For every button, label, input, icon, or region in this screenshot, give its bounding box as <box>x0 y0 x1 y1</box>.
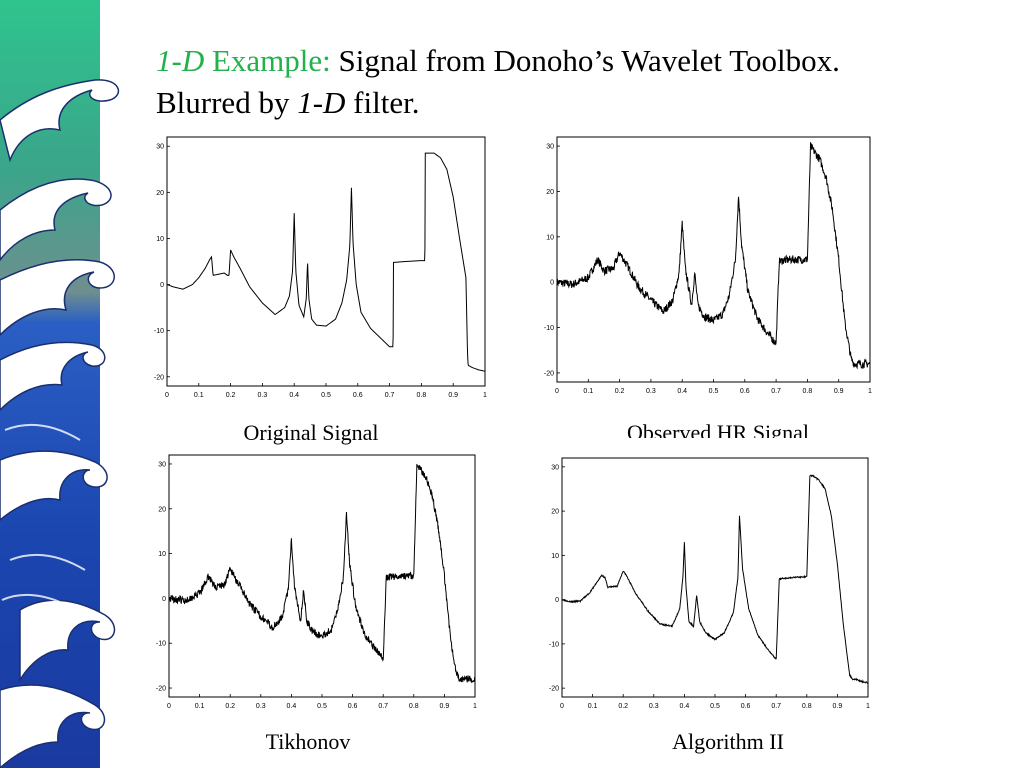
x-tick-label: 1 <box>868 388 872 395</box>
x-tick-label: 0.9 <box>448 392 458 399</box>
y-tick-label: 20 <box>156 190 164 197</box>
y-tick-label: 30 <box>156 144 164 151</box>
x-tick-label: 0 <box>560 703 564 710</box>
x-tick-label: 0.3 <box>256 703 266 710</box>
x-tick-label: 0 <box>167 703 171 710</box>
x-tick-label: 0.9 <box>834 388 844 395</box>
y-tick-label: 20 <box>551 509 559 516</box>
y-tick-label: 20 <box>546 189 554 196</box>
y-tick-label: 30 <box>551 464 559 471</box>
y-tick-label: 0 <box>160 282 164 289</box>
y-tick-label: -10 <box>549 641 559 648</box>
title-line-2: Blurred by 1-D filter. <box>156 82 1006 124</box>
x-tick-label: 1 <box>866 703 870 710</box>
y-tick-label: 10 <box>546 234 554 241</box>
y-tick-label: 10 <box>156 236 164 243</box>
x-tick-label: 0.4 <box>289 392 299 399</box>
y-tick-label: 10 <box>551 553 559 560</box>
plot-svg: 0 0.1 0.2 0.3 0.4 0.5 0.6 0.7 0.8 0.9 1 30 20 10 0 -10 -… <box>156 454 477 710</box>
signal-line <box>166 152 486 372</box>
x-tick-label: 0.4 <box>287 703 297 710</box>
y-tick-label: -20 <box>156 686 166 693</box>
x-tick-label: 0.8 <box>409 703 419 710</box>
y-tick-label: -10 <box>156 641 166 648</box>
x-tick-label: 0.7 <box>378 703 388 710</box>
caption-original-signal: Original Signal <box>243 420 379 445</box>
plot-frame <box>561 457 869 698</box>
plot-frame <box>166 136 486 387</box>
x-tick-label: 0.9 <box>833 703 843 710</box>
plot-svg: 0 0.1 0.2 0.3 0.4 0.5 0.6 0.7 0.8 0.9 1 30 20 10 0 -10 -… <box>544 136 872 395</box>
y-tick-label: -20 <box>154 374 164 381</box>
x-tick-label: 1 <box>473 703 477 710</box>
x-tick-label: 0 <box>555 388 559 395</box>
chart-tikhonov: 0 0.1 0.2 0.3 0.4 0.5 0.6 0.7 0.8 0.9 1 30 20 10 0 -10 -… <box>147 452 485 717</box>
signal-line <box>556 142 871 370</box>
chart-original-signal: 0 0.1 0.2 0.3 0.4 0.5 0.6 0.7 0.8 0.9 1 30 20 10 0 -10 -… <box>145 134 495 406</box>
x-tick-label: 0.5 <box>710 703 720 710</box>
plot-svg: 0 0.1 0.2 0.3 0.4 0.5 0.6 0.7 0.8 0.9 1 30 20 10 0 -10 -… <box>154 136 487 399</box>
chart-observed-hr-signal: 0 0.1 0.2 0.3 0.4 0.5 0.6 0.7 0.8 0.9 1 30 20 10 0 -10 -… <box>535 134 880 402</box>
x-tick-label: 0.1 <box>195 703 205 710</box>
x-tick-label: 0.8 <box>803 388 813 395</box>
caption-observed-hr-signal: Observed HR Signal <box>626 421 810 438</box>
x-tick-label: 0.2 <box>615 388 625 395</box>
title-line2-text-a: Blurred by <box>156 85 298 120</box>
x-tick-label: 0.1 <box>194 392 204 399</box>
title-line1-text: Signal from Donoho’s Wavelet Toolbox. <box>330 43 840 78</box>
x-tick-label: 1 <box>483 392 487 399</box>
signal-line <box>561 474 869 684</box>
x-tick-label: 0 <box>165 392 169 399</box>
x-tick-label: 0.1 <box>588 703 598 710</box>
x-tick-label: 0.6 <box>348 703 358 710</box>
x-tick-label: 0.4 <box>680 703 690 710</box>
x-tick-label: 0.5 <box>317 703 327 710</box>
title-italic-1d: 1-D <box>156 43 205 78</box>
x-tick-label: 0.9 <box>440 703 450 710</box>
y-tick-label: 0 <box>550 280 554 287</box>
y-tick-label: -20 <box>544 370 554 377</box>
x-tick-label: 0.1 <box>583 388 593 395</box>
y-tick-label: -10 <box>154 328 164 335</box>
caption-algorithm-ii: Algorithm II <box>672 729 784 754</box>
x-tick-label: 0.7 <box>771 703 781 710</box>
x-tick-label: 0.2 <box>618 703 628 710</box>
x-tick-label: 0.6 <box>741 703 751 710</box>
title-italic-1d-second: 1-D <box>297 85 346 120</box>
plot-svg: 0 0.1 0.2 0.3 0.4 0.5 0.6 0.7 0.8 0.9 1 30 20 10 0 -10 -… <box>549 457 870 710</box>
x-tick-label: 0.3 <box>646 388 656 395</box>
plot-frame <box>556 136 871 383</box>
x-tick-label: 0.2 <box>226 392 236 399</box>
signal-line <box>168 463 476 684</box>
y-tick-label: 30 <box>158 461 166 468</box>
x-tick-label: 0.6 <box>740 388 750 395</box>
title-line-1: 1-D Example: Signal from Donoho’s Wavele… <box>156 40 1006 82</box>
y-tick-label: 10 <box>158 551 166 558</box>
y-tick-label: 0 <box>162 596 166 603</box>
y-tick-label: 0 <box>555 597 559 604</box>
x-tick-label: 0.5 <box>709 388 719 395</box>
y-tick-label: 20 <box>158 506 166 513</box>
x-tick-label: 0.3 <box>649 703 659 710</box>
x-tick-label: 0.6 <box>353 392 363 399</box>
caption-tikhonov: Tikhonov <box>265 729 351 754</box>
title-line2-text-b: filter. <box>345 85 420 120</box>
x-tick-label: 0.8 <box>802 703 812 710</box>
x-tick-label: 0.8 <box>417 392 427 399</box>
chart-algorithm-ii: 0 0.1 0.2 0.3 0.4 0.5 0.6 0.7 0.8 0.9 1 30 20 10 0 -10 -… <box>540 455 878 717</box>
x-tick-label: 0.2 <box>225 703 235 710</box>
y-tick-label: 30 <box>546 144 554 151</box>
slide-title: 1-D Example: Signal from Donoho’s Wavele… <box>156 40 1006 124</box>
x-tick-label: 0.4 <box>677 388 687 395</box>
y-tick-label: -20 <box>549 686 559 693</box>
plot-frame <box>168 454 476 698</box>
x-tick-label: 0.7 <box>771 388 781 395</box>
wave-decoration <box>0 0 120 768</box>
title-example-label: Example: <box>204 43 331 78</box>
y-tick-label: -10 <box>544 325 554 332</box>
x-tick-label: 0.7 <box>385 392 395 399</box>
x-tick-label: 0.5 <box>321 392 331 399</box>
x-tick-label: 0.3 <box>258 392 268 399</box>
